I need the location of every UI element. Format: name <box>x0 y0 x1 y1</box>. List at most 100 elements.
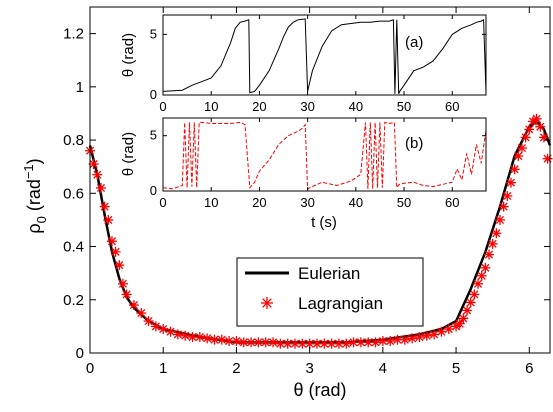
lagrangian-point <box>527 116 538 127</box>
x-tick-label: 30 <box>300 195 314 210</box>
lagrangian-point <box>268 337 279 348</box>
x-axis-label: θ (rad) <box>293 380 346 400</box>
inset-b-plot-area <box>162 121 487 190</box>
main-chart: 0 1 2 3 4 5 600.20.40.60.811.2 θ (rad) ρ0 (rad… <box>21 6 553 400</box>
y-tick-label: 5 <box>150 128 157 143</box>
legend-lagrangian-label: Lagrangian <box>298 294 383 313</box>
main-axes-frame <box>89 6 551 354</box>
x-tick-label: 0 <box>159 99 166 114</box>
lagrangian-point <box>476 270 487 281</box>
lagrangian-point <box>509 164 520 175</box>
lagrangian-point <box>128 300 139 311</box>
lagrangian-point <box>520 132 531 143</box>
lagrangian-point <box>465 297 476 308</box>
x-tick-label: 30 <box>300 99 314 114</box>
lagrangian-point <box>180 330 191 341</box>
inset-b-annotation: (b) <box>405 135 423 152</box>
x-tick-label: 60 <box>445 99 459 114</box>
x-tick-label: 1 <box>159 360 167 377</box>
lagrangian-point <box>136 308 147 319</box>
inset-b-background <box>163 118 486 191</box>
y-tick-label: 0 <box>76 345 84 362</box>
lagrangian-point <box>231 336 242 347</box>
lagrangian-point <box>502 190 513 201</box>
inset-a-plot-area <box>162 18 487 94</box>
x-tick-label: 20 <box>252 195 266 210</box>
lagrangian-point <box>370 337 381 348</box>
inset-a-ticks: 0 10 20 30 40 50 60 0 5 <box>150 15 486 114</box>
x-tick-label: 0 <box>86 360 94 377</box>
lagrangian-point <box>469 289 480 300</box>
lagrangian-point <box>143 316 154 327</box>
lagrangian-point <box>341 338 352 349</box>
x-tick-label: 5 <box>452 360 460 377</box>
y-tick-label: 0 <box>150 87 157 102</box>
lagrangian-point <box>538 132 549 143</box>
lagrangian-point <box>436 326 447 337</box>
x-tick-label: 3 <box>305 360 313 377</box>
lagrangian-point <box>399 334 410 345</box>
lagrangian-point <box>106 236 117 247</box>
lagrangian-point <box>95 182 106 193</box>
x-tick-label: 2 <box>232 360 240 377</box>
lagrangian-point <box>531 113 542 124</box>
lagrangian-point <box>494 214 505 225</box>
lagrangian-point <box>505 177 516 188</box>
lagrangian-point <box>246 337 257 348</box>
x-tick-label: 50 <box>397 195 411 210</box>
inset-b-frame <box>162 117 487 192</box>
lagrangian-point <box>407 333 418 344</box>
lagrangian-point <box>484 249 495 260</box>
lagrangian-point <box>454 318 465 329</box>
lagrangian-point <box>524 124 535 135</box>
legend-lagrangian-marker <box>261 297 273 309</box>
inset-a-y-label: θ (rad) <box>120 33 137 77</box>
x-tick-label: 0 <box>159 195 166 210</box>
lagrangian-point <box>110 246 121 257</box>
x-tick-label: 4 <box>379 360 387 377</box>
x-tick-label: 10 <box>204 99 218 114</box>
inset-a-trajectory <box>162 18 487 94</box>
y-tick-label: 1 <box>76 79 84 96</box>
y-axis-label-unit: rad <box>24 179 44 205</box>
inset-b: 0 10 20 30 40 50 60 0 5 θ (rad) t (s) (b) <box>120 117 487 231</box>
inset-a-annotation: (a) <box>405 34 423 51</box>
y-tick-label: 5 <box>150 26 157 41</box>
lagrangian-point <box>480 262 491 273</box>
y-axis-label-sub: 0 <box>34 216 49 223</box>
lagrangian-point <box>421 330 432 341</box>
lagrangian-point <box>513 151 524 162</box>
lagrangian-point <box>114 260 125 271</box>
lagrangian-point <box>385 336 396 347</box>
lagrangian-point <box>158 324 169 335</box>
lagrangian-point <box>429 329 440 340</box>
legend: Eulerian Lagrangian <box>236 257 424 327</box>
main-ticks: 0 1 2 3 4 5 600.20.40.60.811.2 <box>63 7 550 377</box>
legend-lagrangian-swatch <box>261 297 273 309</box>
lagrangian-point <box>103 214 114 225</box>
x-tick-label: 10 <box>204 195 218 210</box>
lagrangian-point <box>491 228 502 239</box>
x-tick-label: 6 <box>525 360 533 377</box>
main-plot-area <box>85 113 553 349</box>
inset-b-x-label: t (s) <box>311 214 337 231</box>
lagrangian-point <box>216 334 227 345</box>
lagrangian-point <box>194 332 205 343</box>
inset-a: 0 10 20 30 40 50 60 0 5 θ (rad) (a) <box>120 14 487 114</box>
lagrangian-point <box>165 326 176 337</box>
lagrangian-point <box>150 321 161 332</box>
lagrangian-point <box>498 201 509 212</box>
x-tick-label: 40 <box>349 195 363 210</box>
y-tick-label: 0.6 <box>63 185 84 202</box>
y-tick-label: 1.2 <box>63 26 84 43</box>
x-tick-label: 50 <box>397 99 411 114</box>
y-axis-label-sup: −1 <box>21 164 36 179</box>
lagrangian-point <box>99 201 110 212</box>
lagrangian-point <box>333 338 344 349</box>
x-tick-label: 40 <box>349 99 363 114</box>
lagrangian-point <box>92 169 103 180</box>
lagrangian-point <box>542 153 553 164</box>
y-tick-label: 0.2 <box>63 292 84 309</box>
legend-box <box>236 257 424 327</box>
lagrangian-point <box>487 238 498 249</box>
